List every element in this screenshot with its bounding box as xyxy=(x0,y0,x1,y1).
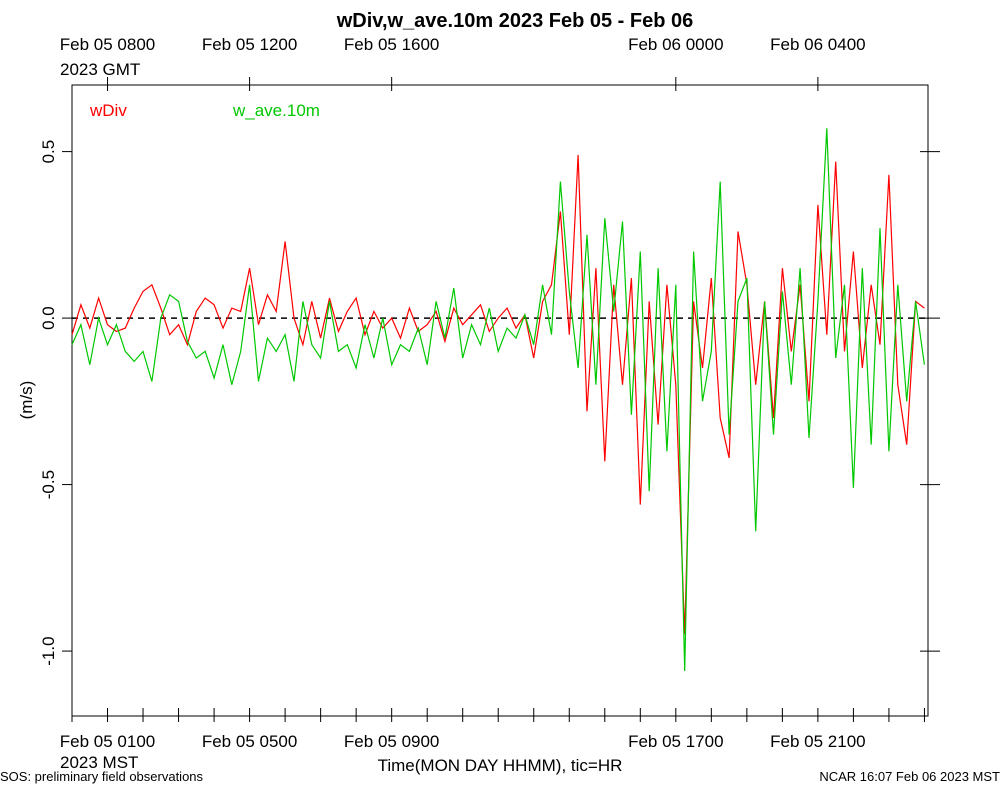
x-tick-label: Feb 05 2100 xyxy=(770,732,865,751)
x2-tick-label: Feb 05 0800 xyxy=(60,35,155,54)
x-tick-label: Feb 05 0100 xyxy=(60,732,155,751)
x2-tick-label: Feb 06 0400 xyxy=(770,35,865,54)
x2-tick-label: Feb 05 1600 xyxy=(344,35,439,54)
x-tick-label: Feb 05 1700 xyxy=(628,732,723,751)
y-tick-label: -0.5 xyxy=(39,470,58,499)
x-year-label: 2023 MST xyxy=(60,753,138,772)
footer-left: SOS: preliminary field observations xyxy=(0,769,204,784)
x2-year-label: 2023 GMT xyxy=(60,60,140,79)
x2-tick-label: Feb 06 0000 xyxy=(628,35,723,54)
data-line xyxy=(71,128,925,672)
x-tick-label: Feb 05 0500 xyxy=(202,732,297,751)
data-line xyxy=(71,154,925,635)
plot-frame xyxy=(71,84,929,717)
y-tick-label: 0.0 xyxy=(39,306,58,330)
chart-title: wDiv,w_ave.10m 2023 Feb 05 - Feb 06 xyxy=(336,10,693,32)
y-axis-label: (m/s) xyxy=(17,381,36,420)
x-axis-label: Time(MON DAY HHMM), tic=HR xyxy=(378,756,623,775)
legend-entry: w_ave.10m xyxy=(232,101,320,120)
x-tick-label: Feb 05 0900 xyxy=(344,732,439,751)
y-tick-label: 0.5 xyxy=(39,140,58,164)
footer-right: NCAR 16:07 Feb 06 2023 MST xyxy=(819,769,1000,784)
y-tick-label: -1.0 xyxy=(39,636,58,665)
x2-tick-label: Feb 05 1200 xyxy=(202,35,297,54)
legend-entry: wDiv xyxy=(89,101,127,120)
